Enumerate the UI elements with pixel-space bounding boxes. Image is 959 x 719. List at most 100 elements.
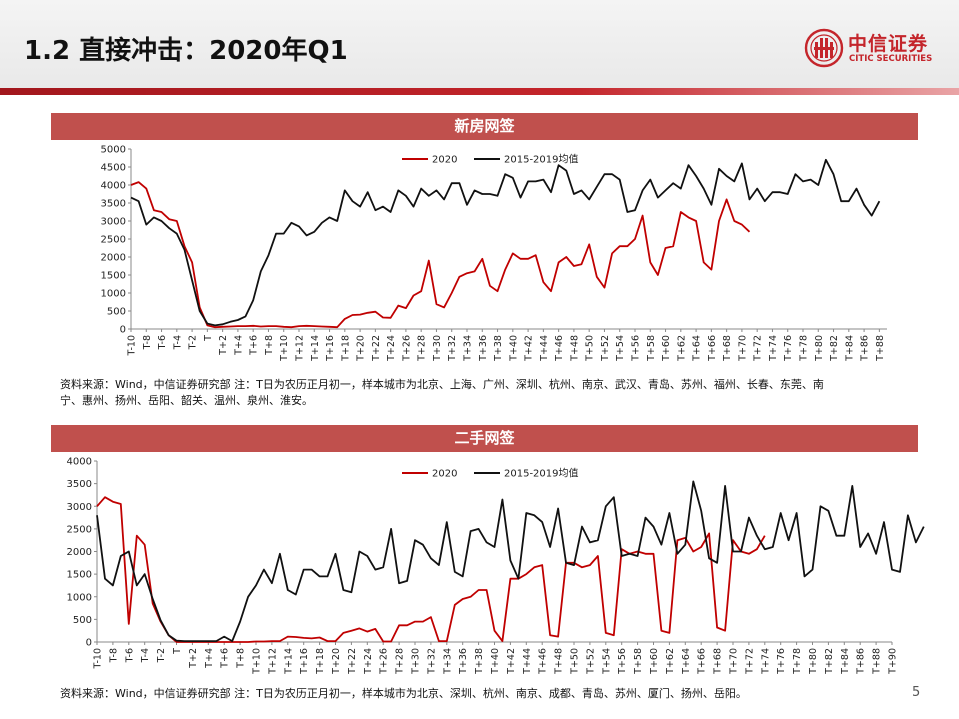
x-tick-label: T+82 bbox=[829, 335, 840, 362]
x-tick-label: T+44 bbox=[522, 648, 533, 675]
x-tick-label: T+84 bbox=[844, 335, 855, 362]
x-tick-label: T+56 bbox=[631, 335, 642, 362]
x-tick-label: T+80 bbox=[808, 648, 819, 675]
header-bar bbox=[0, 0, 959, 88]
x-tick-label: T-4 bbox=[140, 648, 151, 663]
x-tick-label: T+84 bbox=[840, 648, 851, 675]
x-tick-label: T+54 bbox=[601, 648, 612, 675]
x-tick-label: T+40 bbox=[508, 335, 519, 362]
x-tick-label: T+52 bbox=[600, 335, 611, 362]
x-tick-label: T-2 bbox=[188, 335, 199, 350]
legend-label: 2020 bbox=[432, 469, 457, 480]
x-tick-label: T+88 bbox=[872, 648, 883, 675]
x-tick-label: T+14 bbox=[310, 335, 321, 362]
y-tick-label: 1000 bbox=[101, 289, 126, 300]
x-tick-label: T+36 bbox=[478, 335, 489, 362]
x-tick-label: T+56 bbox=[617, 648, 628, 675]
x-tick-label: T+76 bbox=[776, 648, 787, 675]
x-tick-label: T+78 bbox=[792, 648, 803, 675]
x-tick-label: T-8 bbox=[142, 335, 153, 350]
y-tick-label: 2000 bbox=[67, 547, 92, 558]
x-tick-label: T+10 bbox=[252, 648, 263, 675]
y-tick-label: 2000 bbox=[101, 253, 126, 264]
x-tick-label: T+2 bbox=[218, 335, 229, 356]
y-tick-label: 3000 bbox=[101, 217, 126, 228]
x-tick-label: T+54 bbox=[615, 335, 626, 362]
x-tick-label: T+18 bbox=[315, 648, 326, 675]
x-tick-label: T+88 bbox=[875, 335, 886, 362]
x-tick-label: T+18 bbox=[340, 335, 351, 362]
section-title-new-homes: 新房网签 bbox=[51, 113, 918, 140]
x-tick-label: T+46 bbox=[554, 335, 565, 362]
y-tick-label: 2500 bbox=[101, 235, 126, 246]
x-tick-label: T+6 bbox=[220, 648, 231, 669]
x-tick-label: T+72 bbox=[753, 335, 764, 362]
x-tick-label: T bbox=[203, 335, 214, 342]
x-tick-label: T+22 bbox=[347, 648, 358, 675]
y-tick-label: 2500 bbox=[67, 524, 92, 535]
y-tick-label: 1500 bbox=[67, 570, 92, 581]
x-tick-label: T-6 bbox=[157, 335, 168, 350]
x-tick-label: T+4 bbox=[233, 335, 244, 356]
x-tick-label: T+80 bbox=[814, 335, 825, 362]
legend-label: 2020 bbox=[432, 155, 457, 166]
x-tick-label: T+78 bbox=[799, 335, 810, 362]
x-tick-label: T+28 bbox=[395, 648, 406, 675]
x-tick-label: T+16 bbox=[299, 648, 310, 675]
x-tick-label: T+32 bbox=[447, 335, 458, 362]
y-tick-label: 0 bbox=[86, 638, 92, 649]
x-tick-label: T+90 bbox=[888, 648, 899, 675]
x-tick-label: T-2 bbox=[156, 648, 167, 663]
x-tick-label: T+70 bbox=[737, 335, 748, 362]
x-tick-label: T+72 bbox=[744, 648, 755, 675]
logo-text-en: CITIC SECURITIES bbox=[849, 54, 933, 64]
x-tick-label: T+26 bbox=[379, 648, 390, 675]
y-tick-label: 3500 bbox=[67, 479, 92, 490]
x-tick-label: T+50 bbox=[570, 648, 581, 675]
x-tick-label: T+44 bbox=[539, 335, 550, 362]
resale-sales-chart: 0 500 1000 1500 2000 2500 3000 3500 4000 T-10 T-8 T… bbox=[67, 457, 925, 675]
x-tick-label: T+38 bbox=[474, 648, 485, 675]
x-tick-label: T+86 bbox=[856, 648, 867, 675]
series-line-2020 bbox=[130, 181, 751, 329]
x-tick-label: T+30 bbox=[411, 648, 422, 675]
header-rule bbox=[0, 88, 959, 95]
x-tick-label: T+12 bbox=[295, 335, 306, 362]
x-tick-label: T+8 bbox=[264, 335, 275, 356]
x-tick-label: T+6 bbox=[249, 335, 260, 356]
x-tick-label: T+10 bbox=[279, 335, 290, 362]
y-tick-label: 5000 bbox=[101, 145, 126, 156]
x-tick-label: T-4 bbox=[172, 335, 183, 350]
y-tick-label: 1000 bbox=[67, 592, 92, 603]
x-tick-label: T+32 bbox=[426, 648, 437, 675]
x-tick-label: T+62 bbox=[665, 648, 676, 675]
x-tick-label: T+42 bbox=[524, 335, 535, 362]
x-tick-label: T+48 bbox=[569, 335, 580, 362]
x-tick-label: T-10 bbox=[127, 335, 138, 356]
legend-label: 2015-2019均值 bbox=[504, 467, 579, 480]
series-line-avg bbox=[130, 158, 881, 327]
source-note-resale: 资料来源：Wind，中信证券研究部 注：T日为农历正月初一，样本城市为北京、深圳… bbox=[60, 687, 747, 700]
x-tick-label: T+28 bbox=[417, 335, 428, 362]
x-tick-label: T+66 bbox=[697, 648, 708, 675]
source-note-new-homes: 资料来源：Wind，中信证券研究部 注：T日为农历正月初一，样本城市为北京、上海… bbox=[60, 378, 824, 407]
x-tick-label: T-10 bbox=[93, 648, 104, 669]
y-tick-label: 3000 bbox=[67, 502, 92, 513]
x-tick-label: T+20 bbox=[356, 335, 367, 362]
x-tick-label: T+36 bbox=[458, 648, 469, 675]
x-tick-label: T+24 bbox=[386, 335, 397, 362]
x-tick-label: T+66 bbox=[707, 335, 718, 362]
y-tick-label: 4500 bbox=[101, 163, 126, 174]
page-title: 1.2 直接冲击：2020年Q1 bbox=[24, 36, 348, 66]
x-tick-label: T+12 bbox=[267, 648, 278, 675]
x-tick-label: T+42 bbox=[506, 648, 517, 675]
x-tick-label: T+34 bbox=[463, 335, 474, 362]
x-tick-label: T+16 bbox=[325, 335, 336, 362]
y-tick-label: 4000 bbox=[67, 457, 92, 468]
new-home-sales-chart: 0 500 1000 1500 2000 2500 3000 3500 4000 4500 5000… bbox=[101, 145, 887, 362]
x-tick-label: T+26 bbox=[401, 335, 412, 362]
x-tick-label: T+20 bbox=[331, 648, 342, 675]
x-tick-label: T+76 bbox=[783, 335, 794, 362]
x-tick-label: T+50 bbox=[585, 335, 596, 362]
x-tick-label: T+60 bbox=[649, 648, 660, 675]
